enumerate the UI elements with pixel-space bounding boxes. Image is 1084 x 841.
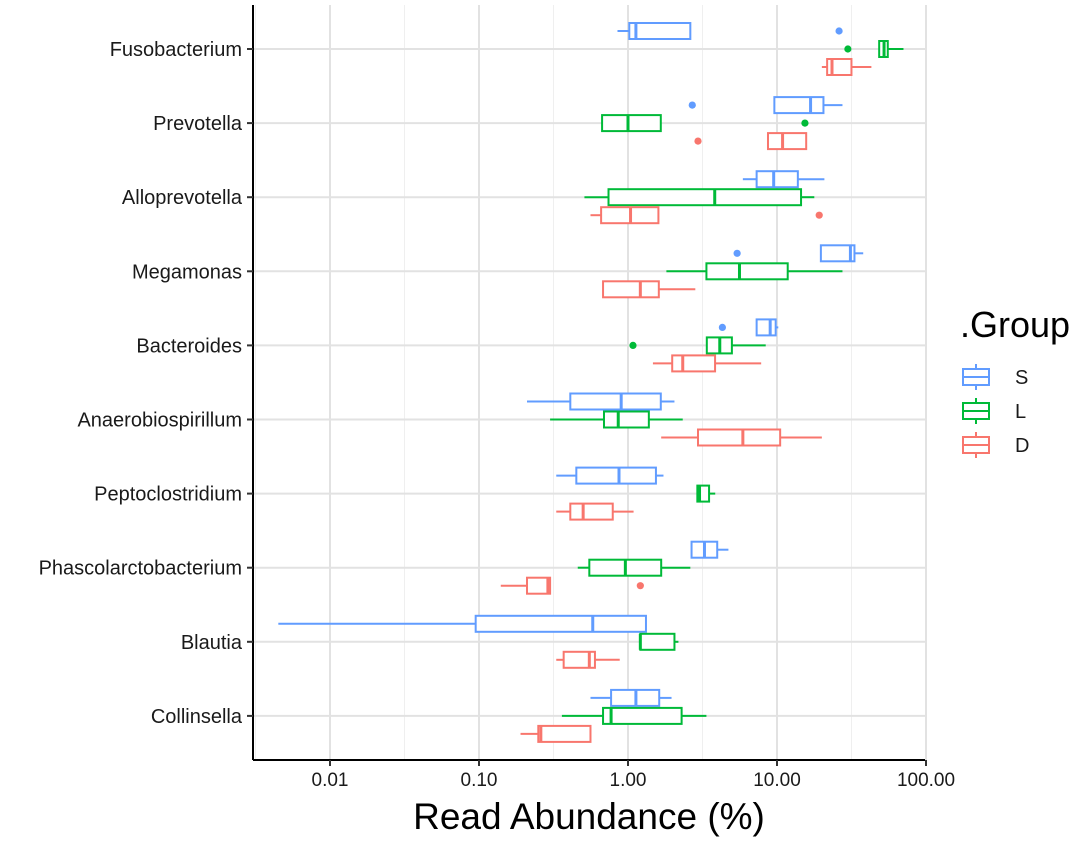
box-l-collinsella [561,706,707,725]
box-d-anaerobiospirillum [661,428,822,447]
box-d-collinsella [520,724,592,743]
box-l-peptoclostridium [696,484,716,503]
box-iqr [671,354,717,373]
axis-layer [252,5,925,761]
y-tick-label-megamonas: Megamonas [132,261,242,283]
outlier-point [835,27,843,35]
outlier-point [694,137,702,145]
box-d-blautia [556,650,620,669]
grid-layer [253,5,927,760]
box-iqr [766,132,808,151]
box-iqr [602,410,650,429]
box-d-peptoclostridium [556,502,634,521]
outlier-point [636,582,644,590]
x-tick-label: 1.00 [610,770,647,791]
y-tick-label-alloprevotella: Alloprevotella [122,187,243,209]
box-iqr [562,650,596,669]
box-iqr [569,502,614,521]
box-iqr [755,318,777,337]
box-s-bacteroides [718,318,779,337]
legend-item-s: S [962,364,1028,390]
box-iqr [696,484,711,503]
box-d-fusobacterium [821,58,872,76]
box-l-prevotella [601,114,809,133]
x-tick-label: 0.10 [461,770,498,791]
box-iqr [705,262,789,281]
box-l-phascolarctobacterium [577,558,691,577]
box-l-bacteroides [629,336,766,355]
box-l-megamonas [666,262,843,281]
box-iqr [537,724,592,743]
outlier-point [815,211,823,219]
box-layer [278,22,904,743]
box-s-megamonas [733,244,864,263]
box-d-bacteroides [652,354,762,373]
outlier-point [801,119,809,127]
box-s-phascolarctobacterium [690,540,729,559]
box-iqr [575,466,657,485]
y-tick-label-blautia: Blautia [181,632,243,654]
outlier-point [733,249,741,257]
outlier-point [688,101,696,109]
box-l-fusobacterium [844,40,904,58]
box-s-anaerobiospirillum [527,392,675,411]
legend-label: L [1015,401,1026,423]
box-iqr [526,576,552,595]
box-s-peptoclostridium [556,466,664,485]
box-l-blautia [638,632,679,651]
box-iqr [569,392,662,411]
y-tick-label-collinsella: Collinsella [151,706,243,728]
box-d-phascolarctobacterium [500,576,644,595]
box-l-anaerobiospirillum [550,410,683,429]
outlier-point [844,45,852,53]
y-tick-label-prevotella: Prevotella [153,113,243,135]
box-d-alloprevotella [590,206,823,225]
box-s-blautia [278,614,647,633]
box-iqr [639,632,676,651]
box-d-megamonas [602,280,696,299]
legend-title: .Group [960,304,1070,345]
box-iqr [819,244,856,263]
box-iqr [628,22,692,40]
legend: .Group SLD [960,304,1070,458]
box-d-prevotella [694,132,808,151]
outlier-point [629,341,637,349]
legend-item-l: L [962,398,1026,424]
x-tick-label: 100.00 [897,770,955,791]
y-tick-label-fusobacterium: Fusobacterium [110,39,242,61]
legend-label: D [1015,435,1029,457]
box-iqr [601,114,662,133]
box-s-alloprevotella [742,170,825,189]
outlier-point [718,323,726,331]
box-iqr [602,706,683,725]
legend-item-d: D [962,432,1029,458]
box-l-alloprevotella [584,188,815,207]
box-s-fusobacterium [617,22,843,40]
x-tick-label: 0.01 [312,770,349,791]
x-tick-label: 10.00 [753,770,801,791]
label-layer: 0.01 0.10 1.00 10.00 100.00 Fusobacterium Prev… [39,39,956,791]
box-s-prevotella [688,96,843,115]
box-iqr [697,428,782,447]
x-axis-title: Read Abundance (%) [413,796,765,837]
box-iqr [602,280,660,299]
box-iqr [755,170,799,189]
legend-label: S [1015,367,1028,389]
y-tick-label-peptoclostridium: Peptoclostridium [94,484,242,506]
box-iqr [607,188,803,207]
y-tick-label-anaerobiospirillum: Anaerobiospirillum [77,410,242,432]
y-tick-label-phascolarctobacterium: Phascolarctobacterium [39,558,242,580]
box-s-collinsella [590,688,672,707]
y-tick-label-bacteroides: Bacteroides [136,335,242,357]
box-iqr [474,614,647,633]
box-iqr [773,96,825,115]
